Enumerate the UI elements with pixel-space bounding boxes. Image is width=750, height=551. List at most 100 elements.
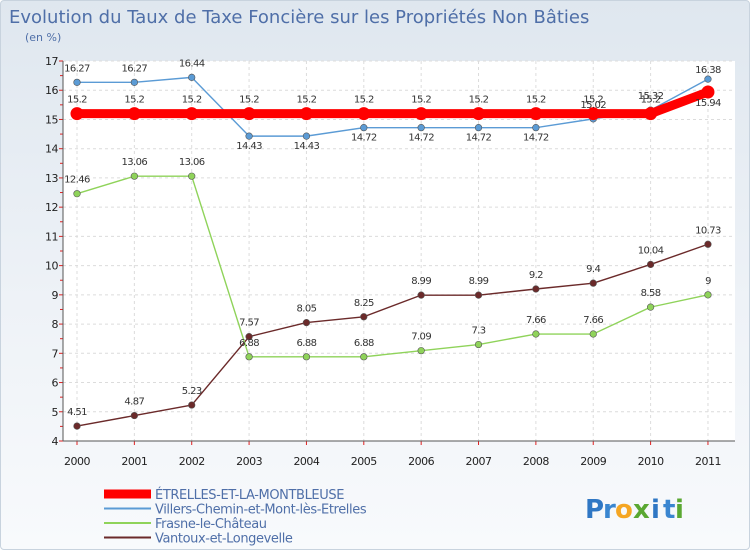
logo-letter: i <box>675 495 685 525</box>
data-label: 6.88 <box>354 338 374 349</box>
y-tick-label: 4 <box>52 435 59 448</box>
y-tick-label: 11 <box>45 230 58 243</box>
data-label: 9 <box>705 276 711 287</box>
data-label: 15.2 <box>354 95 374 106</box>
data-label: 15.2 <box>297 95 317 106</box>
data-label: 15.2 <box>411 95 431 106</box>
series-point-2 <box>704 291 712 299</box>
data-label: 7.66 <box>583 315 603 326</box>
x-tick-label: 2007 <box>466 455 492 468</box>
x-tick-label: 2003 <box>236 455 262 468</box>
series-point-0 <box>242 107 256 121</box>
series-point-2 <box>245 353 253 361</box>
series-point-1 <box>704 75 712 83</box>
y-tick-label: 7 <box>52 347 59 360</box>
series-point-0 <box>529 107 543 121</box>
series-point-2 <box>73 190 81 198</box>
series-point-1 <box>474 124 483 132</box>
data-label: 15.2 <box>124 95 144 106</box>
series-layer <box>70 73 715 430</box>
y-tick-label: 9 <box>52 289 59 302</box>
data-label: 14.43 <box>294 141 320 152</box>
data-label: 8.05 <box>297 304 317 315</box>
data-label: 15.2 <box>239 95 259 106</box>
legend-label: ÉTRELLES-ET-LA-MONTBLEUSE <box>155 487 344 503</box>
series-point-2 <box>474 340 483 349</box>
y-tick-label: 12 <box>45 201 58 214</box>
logo-letter: r <box>603 495 617 525</box>
data-label: 4.87 <box>124 397 144 408</box>
data-label: 8.99 <box>469 276 489 287</box>
chart-title: Evolution du Taux de Taxe Foncière sur l… <box>9 7 589 28</box>
data-label: 6.88 <box>239 338 259 349</box>
plot-area <box>63 61 735 441</box>
data-label: 15.32 <box>638 91 664 102</box>
series-point-3 <box>589 279 597 287</box>
x-tick-label: 2000 <box>64 455 90 468</box>
x-tick-label: 2005 <box>351 455 377 468</box>
x-tick-label: 2009 <box>580 455 606 468</box>
y-tick-label: 15 <box>45 113 58 126</box>
y-tick-label: 8 <box>52 318 59 331</box>
data-label: 15.2 <box>526 95 546 106</box>
data-label: 4.51 <box>67 407 87 418</box>
legend-label: Villers-Chemin-et-Mont-lès-Etrelles <box>155 503 367 518</box>
series-point-2 <box>188 172 196 180</box>
data-label: 5.23 <box>182 386 202 397</box>
series-point-1 <box>360 124 368 132</box>
series-line-2 <box>76 175 709 358</box>
logo-letter: x <box>633 495 651 525</box>
data-label: 13.06 <box>122 157 148 168</box>
data-label: 8.99 <box>411 276 431 287</box>
data-label: 16.27 <box>122 63 148 74</box>
series-point-0 <box>357 107 371 121</box>
series-point-1 <box>73 78 81 86</box>
series-line-0 <box>72 87 713 119</box>
series-point-1 <box>302 132 311 140</box>
series-point-0 <box>701 85 715 99</box>
axes: 4 5 6 7 8 9 10 11 12 13 14 15 16 17 2000 2001 2002 2003 20… <box>45 55 735 468</box>
series-point-1 <box>188 73 196 81</box>
series-point-2 <box>302 353 311 361</box>
x-tick-label: 2011 <box>695 455 721 468</box>
y-tick-label: 5 <box>52 406 59 419</box>
series-point-0 <box>185 107 199 121</box>
data-label: 9.4 <box>586 264 600 275</box>
x-tick-label: 2008 <box>523 455 549 468</box>
legend: ÉTRELLES-ET-LA-MONTBLEUSEVillers-Chemin-… <box>104 487 367 547</box>
series-point-0 <box>70 107 84 121</box>
series-point-3 <box>245 333 253 341</box>
data-label: 7.3 <box>471 326 485 337</box>
series-point-2 <box>589 330 597 338</box>
y-tick-label: 13 <box>45 172 58 185</box>
series-point-3 <box>646 260 655 269</box>
y-tick-label: 10 <box>45 260 58 273</box>
legend-label: Frasne-le-Château <box>155 517 267 532</box>
series-point-3 <box>532 285 540 293</box>
legend-label: Vantoux-et-Longevelle <box>155 532 293 547</box>
data-label: 14.72 <box>466 133 492 144</box>
data-label: 9.2 <box>529 270 543 281</box>
logo-letter: P <box>585 495 605 525</box>
series-point-2 <box>360 353 368 361</box>
series-point-1 <box>532 124 540 132</box>
data-label: 10.04 <box>638 245 664 256</box>
series-point-3 <box>704 240 712 248</box>
series-point-3 <box>417 291 425 299</box>
data-label: 6.88 <box>297 338 317 349</box>
data-label: 14.72 <box>408 133 434 144</box>
logo-letter: o <box>615 495 634 525</box>
data-label: 15.94 <box>695 98 721 109</box>
data-label: 8.58 <box>641 288 661 299</box>
series-point-0 <box>299 107 313 121</box>
y-tick-label: 14 <box>45 143 58 156</box>
logo-letter: t <box>663 495 676 525</box>
series-point-3 <box>130 411 138 420</box>
x-tick-label: 2006 <box>408 455 434 468</box>
series-point-3 <box>302 319 311 327</box>
series-point-1 <box>417 124 425 132</box>
data-label: 7.66 <box>526 315 546 326</box>
series-point-1 <box>130 78 138 86</box>
